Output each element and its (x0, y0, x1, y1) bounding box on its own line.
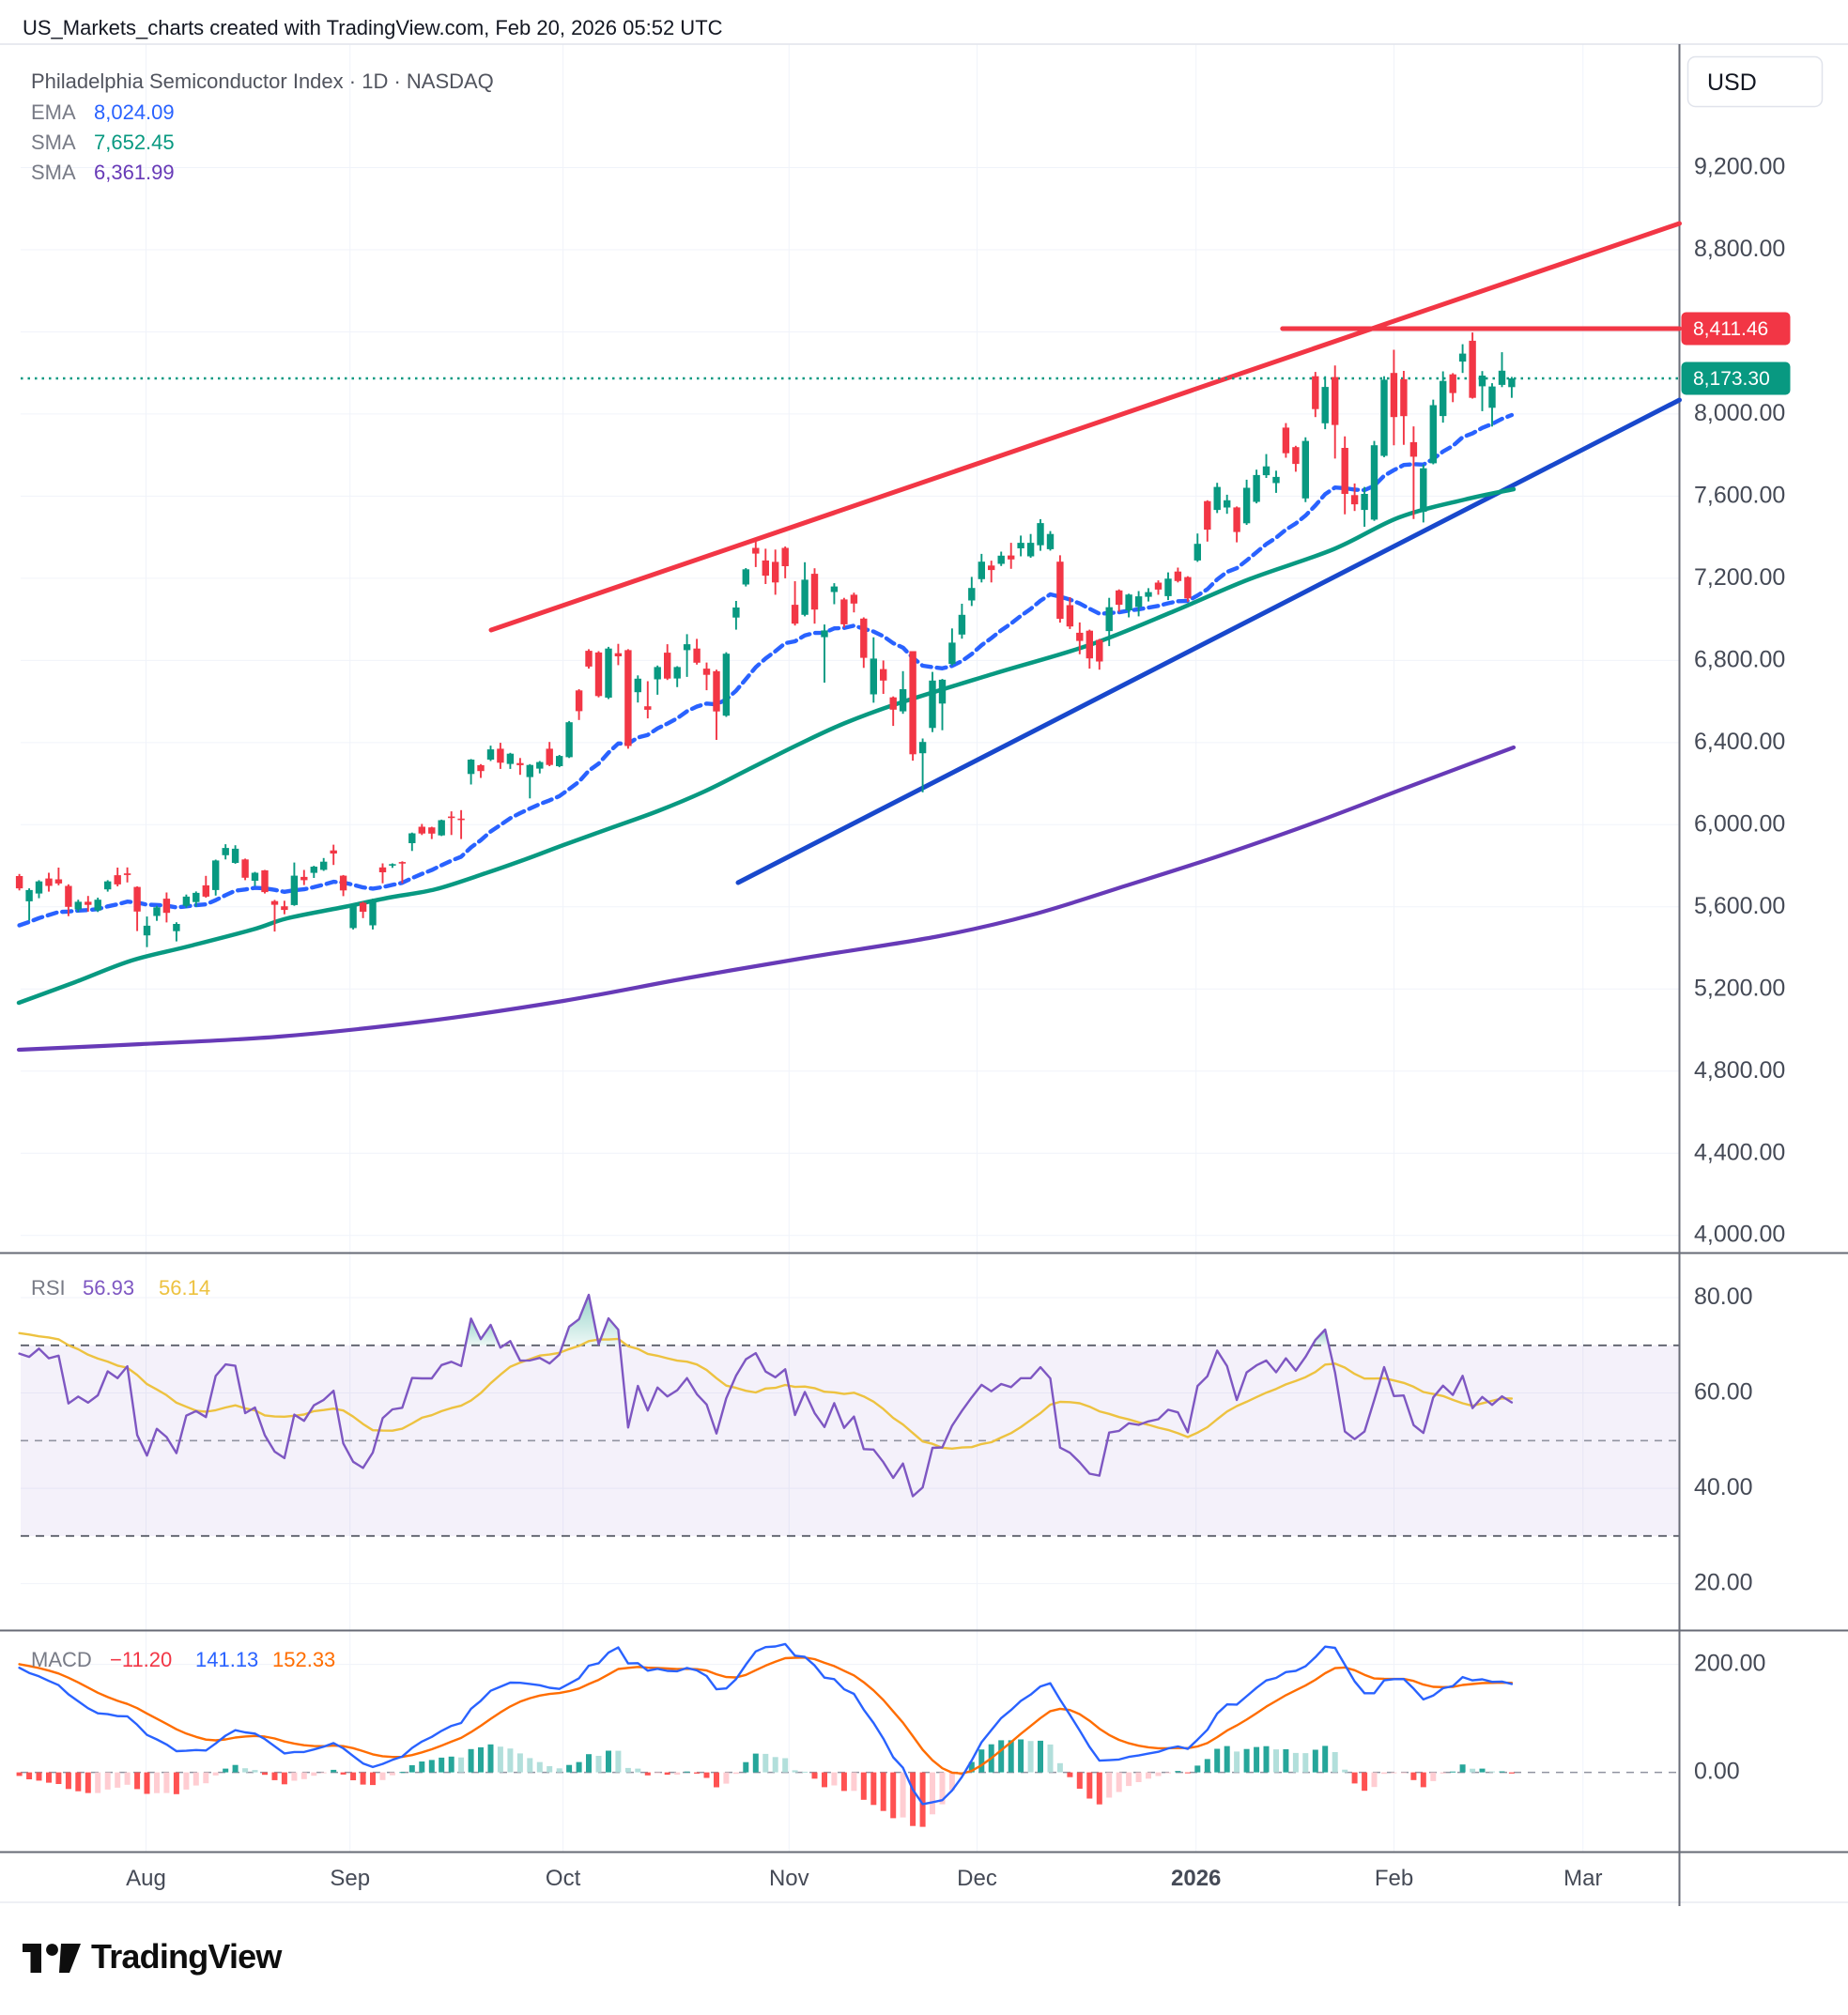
svg-text:8,173.30: 8,173.30 (1693, 368, 1770, 390)
svg-text:20.00: 20.00 (1694, 1570, 1753, 1596)
svg-text:60.00: 60.00 (1694, 1379, 1753, 1406)
svg-text:8,800.00: 8,800.00 (1694, 236, 1785, 262)
svg-text:200.00: 200.00 (1694, 1651, 1765, 1677)
svg-text:8,411.46: 8,411.46 (1693, 318, 1768, 340)
svg-text:8,000.00: 8,000.00 (1694, 400, 1785, 426)
svg-text:6,800.00: 6,800.00 (1694, 646, 1785, 672)
svg-text:Philadelphia Semiconductor Ind: Philadelphia Semiconductor Index · 1D · … (31, 69, 494, 93)
svg-text:0.00: 0.00 (1694, 1759, 1740, 1785)
svg-text:Oct: Oct (546, 1866, 581, 1891)
svg-text:Aug: Aug (126, 1866, 166, 1891)
svg-text:6,000.00: 6,000.00 (1694, 810, 1785, 837)
svg-text:2026: 2026 (1171, 1866, 1221, 1891)
svg-text:Mar: Mar (1563, 1866, 1602, 1891)
svg-text:9,200.00: 9,200.00 (1694, 154, 1785, 180)
svg-text:40.00: 40.00 (1694, 1474, 1753, 1500)
svg-text:80.00: 80.00 (1694, 1284, 1753, 1310)
svg-text:USD: USD (1707, 69, 1757, 96)
svg-text:Sep: Sep (330, 1866, 370, 1891)
svg-text:5,600.00: 5,600.00 (1694, 893, 1785, 919)
svg-text:5,200.00: 5,200.00 (1694, 975, 1785, 1001)
svg-text:7,200.00: 7,200.00 (1694, 564, 1785, 591)
svg-text:7,600.00: 7,600.00 (1694, 482, 1785, 508)
svg-text:Nov: Nov (769, 1866, 809, 1891)
svg-text:Feb: Feb (1375, 1866, 1413, 1891)
svg-text:TradingView: TradingView (91, 1937, 283, 1976)
svg-text:6,400.00: 6,400.00 (1694, 729, 1785, 755)
svg-text:4,400.00: 4,400.00 (1694, 1139, 1785, 1165)
svg-text:4,800.00: 4,800.00 (1694, 1057, 1785, 1084)
svg-text:US_Markets_charts created with: US_Markets_charts created with TradingVi… (23, 16, 723, 39)
svg-text:4,000.00: 4,000.00 (1694, 1222, 1785, 1248)
svg-text:Dec: Dec (957, 1866, 997, 1891)
